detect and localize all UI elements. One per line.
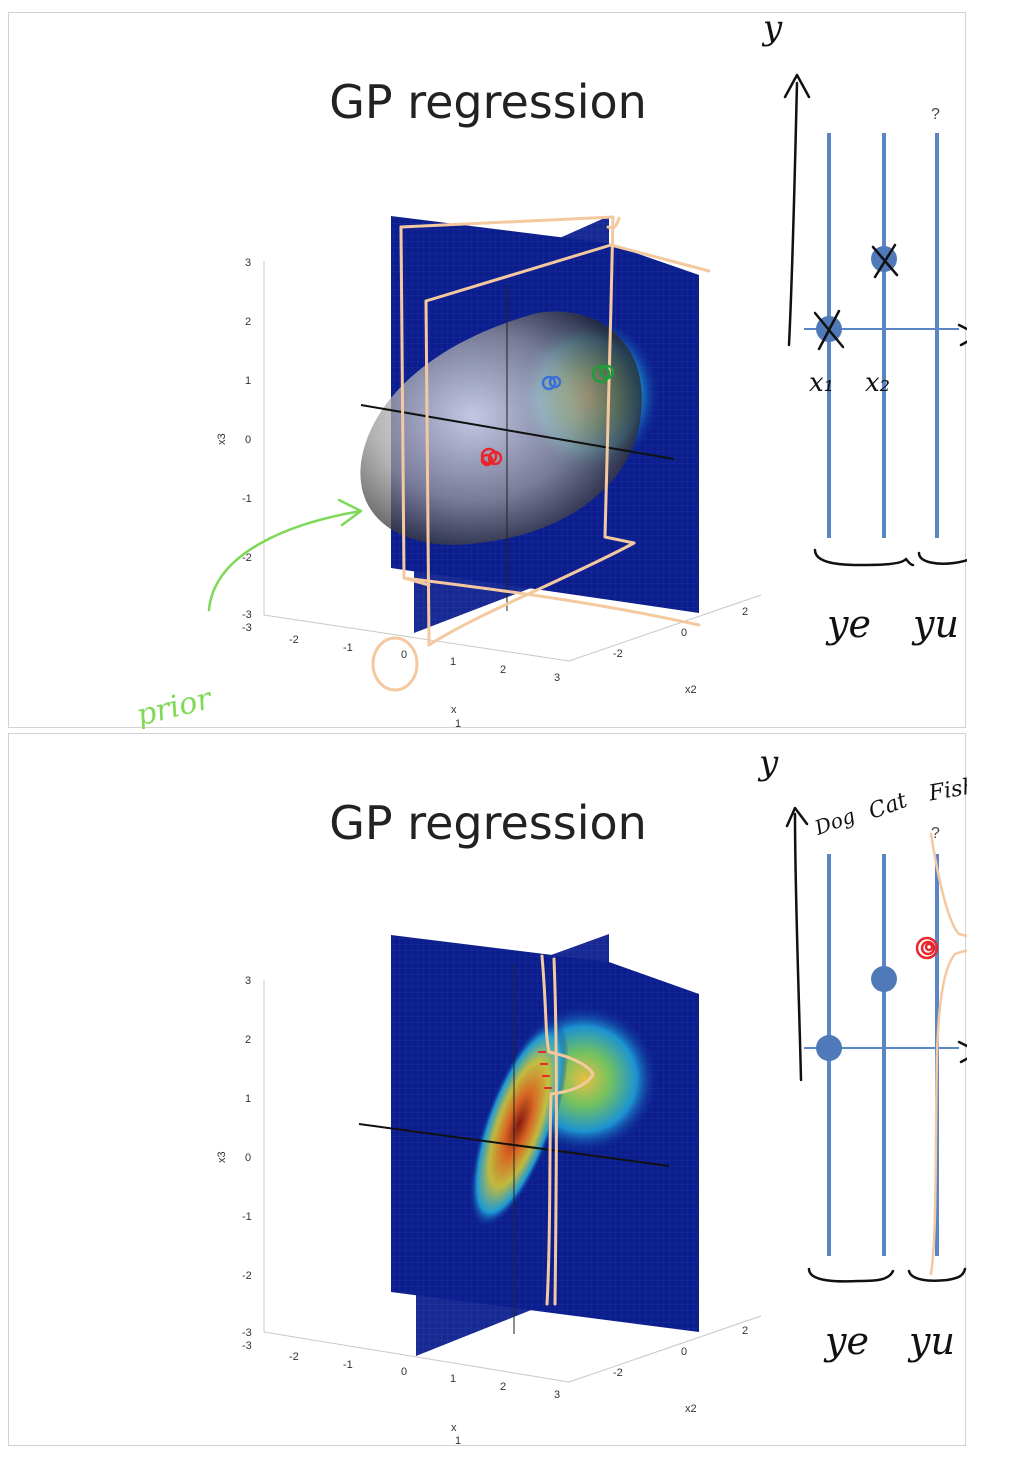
x2-label: x₂ [865, 368, 890, 398]
brace-left-label: ye [823, 1319, 869, 1363]
svg-text:-3: -3 [242, 1340, 252, 1352]
svg-text:2: 2 [742, 606, 748, 618]
brace-left [807, 1267, 895, 1283]
y-columns [827, 133, 939, 538]
predictive-density-ink [540, 954, 595, 1306]
svg-text:1: 1 [245, 375, 251, 387]
svg-text:-3: -3 [242, 1327, 252, 1339]
svg-text:-1: -1 [242, 493, 252, 505]
prior-arrow [207, 498, 363, 612]
point-x2 [871, 966, 897, 992]
brace-right-label: yu [911, 602, 959, 646]
brace-left [813, 548, 915, 567]
svg-text:0: 0 [681, 627, 687, 639]
green-scribble [591, 364, 615, 384]
svg-text:-3: -3 [242, 609, 252, 621]
brace-right-label: yu [907, 1319, 955, 1363]
slide-1: GP regression [8, 12, 967, 729]
label-cat: Cat [866, 788, 911, 825]
svg-text:3: 3 [245, 975, 251, 987]
gp-3d-plot: 3 2 1 0 -1 -2 -3 x3 -3 -2 -1 0 1 2 3 x 1… [216, 743, 967, 1447]
z-tick-labels: 3 2 1 0 -1 -2 -3 [242, 975, 252, 1339]
svg-text:-2: -2 [289, 1351, 299, 1363]
x1-axis-line [360, 404, 675, 460]
x-axis-arrow-ink [957, 323, 967, 347]
svg-text:3: 3 [554, 672, 560, 684]
z-axis-label: x3 [216, 1151, 228, 1163]
brace-right [917, 551, 967, 565]
svg-text:0: 0 [245, 434, 251, 446]
svg-text:2: 2 [500, 1381, 506, 1393]
svg-text:2: 2 [500, 664, 506, 676]
question-mark: ? [931, 106, 940, 123]
y-axis-ink [783, 73, 811, 347]
blue-scribble [541, 375, 562, 391]
plot-axes [263, 980, 762, 1383]
slide-title: GP regression [329, 796, 647, 850]
predictive-density-curve [929, 832, 967, 1276]
svg-text:1: 1 [245, 1093, 251, 1105]
gp-3d-plot: 3 2 1 0 -1 -2 -3 x3 -3 -2 -1 0 1 2 3 x 1… [133, 13, 967, 729]
brace-right [907, 1267, 967, 1282]
svg-text:-1: -1 [242, 1211, 252, 1223]
svg-text:0: 0 [245, 1152, 251, 1164]
svg-text:-2: -2 [613, 648, 623, 660]
y-axis-label: y [757, 743, 779, 783]
x2-tick-labels: 2 0 -2 [613, 606, 748, 660]
y-axis-ink [785, 806, 809, 1082]
svg-text:0: 0 [681, 1346, 687, 1358]
slide-2: GP regression [8, 733, 967, 1447]
x2-axis-label: x2 [685, 1403, 697, 1415]
red-scribble [915, 936, 939, 960]
plot-axes [263, 261, 762, 662]
x2-axis-label: x2 [685, 684, 697, 696]
prior-label: prior [133, 681, 216, 729]
svg-text:-2: -2 [289, 634, 299, 646]
y-columns [827, 854, 939, 1256]
svg-text:3: 3 [245, 257, 251, 269]
question-mark: ? [931, 825, 940, 842]
x1-axis-subscript: 1 [455, 718, 461, 729]
svg-text:0: 0 [401, 649, 407, 661]
x1-tick-labels: -3 -2 -1 0 1 2 3 [242, 622, 560, 684]
svg-text:0: 0 [401, 1366, 407, 1378]
label-fish: Fish [926, 774, 967, 807]
slide-title: GP regression [329, 75, 647, 129]
svg-text:2: 2 [742, 1325, 748, 1337]
predictive-density-ink-2 [552, 957, 558, 1306]
x-axis-arrow-ink [957, 1040, 967, 1064]
svg-text:-3: -3 [242, 622, 252, 634]
svg-text:1: 1 [450, 1373, 456, 1385]
svg-text:2: 2 [245, 1034, 251, 1046]
red-tick-marks [538, 1051, 552, 1089]
z-tick-labels: 3 2 1 0 -1 -2 -3 [242, 257, 252, 621]
origin-circle-ink [371, 636, 419, 692]
label-dog: Dog [811, 803, 859, 840]
x1-axis-subscript: 1 [455, 1435, 461, 1447]
x1-axis-label: x [451, 704, 457, 716]
svg-text:2: 2 [245, 316, 251, 328]
x1-axis-label: x [451, 1422, 457, 1434]
brace-left-label: ye [825, 602, 871, 646]
svg-text:1: 1 [450, 656, 456, 668]
svg-text:-2: -2 [242, 1270, 252, 1282]
x1-tick-labels: -3 -2 -1 0 1 2 3 [242, 1340, 560, 1401]
ink-frame [399, 215, 711, 647]
x1-label: x₁ [809, 368, 834, 398]
svg-text:3: 3 [554, 1389, 560, 1401]
svg-text:-1: -1 [343, 1359, 353, 1371]
posterior-heatmap-front [469, 1019, 569, 1229]
y-axis-label: y [761, 13, 783, 48]
ink-crosses [813, 243, 899, 351]
z-axis-label: x3 [216, 433, 228, 445]
svg-text:-2: -2 [242, 552, 252, 564]
svg-text:-1: -1 [343, 642, 353, 654]
point-x1 [816, 1035, 842, 1061]
svg-text:-2: -2 [613, 1367, 623, 1379]
x2-tick-labels: 2 0 -2 [613, 1325, 748, 1379]
red-scribble [480, 447, 503, 467]
